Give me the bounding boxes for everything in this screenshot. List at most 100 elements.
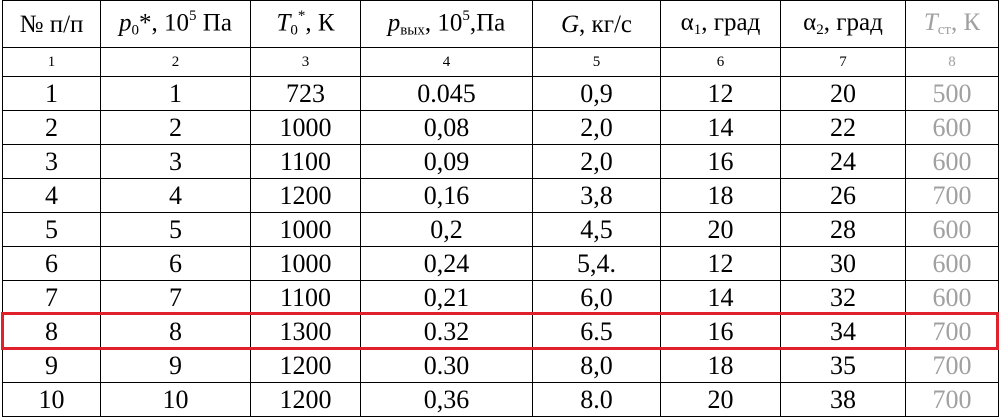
header-text: α — [803, 9, 817, 37]
data-row: 4 4 1200 0,16 3,8 18 26 700 — [2, 178, 999, 213]
header-cell: α2, град — [780, 0, 906, 48]
cell: 1 — [2, 76, 101, 111]
cell: 4,5 — [532, 212, 661, 247]
cell: 1100 — [250, 144, 361, 179]
cell: 4 — [100, 178, 251, 213]
cell: 6,0 — [532, 280, 661, 315]
header-text: 1 — [693, 21, 702, 38]
cell: 0.045 — [360, 76, 533, 111]
cell: 2,0 — [532, 110, 661, 145]
cell: 1000 — [250, 212, 361, 247]
data-row: 9 9 1200 0.30 8,0 18 35 700 — [2, 348, 999, 383]
cell: 600 — [905, 246, 999, 281]
cell: 3 — [2, 144, 101, 179]
cell: 8.0 — [532, 382, 661, 417]
cell: 35 — [780, 348, 906, 383]
header-text: * — [297, 8, 306, 25]
cell: 14 — [660, 280, 781, 315]
cell: 6 — [100, 246, 251, 281]
header-text: 0 — [290, 22, 298, 39]
cell: 5 — [532, 47, 661, 77]
cell: 0,2 — [360, 212, 533, 247]
cell: 600 — [905, 280, 999, 315]
header-cell: p0*, 105 Па — [100, 0, 251, 48]
header-text: T — [923, 9, 938, 37]
data-row: 2 2 1000 0,08 2,0 14 22 600 — [2, 110, 999, 145]
cell: 6 — [2, 246, 101, 281]
cell: 7 — [2, 280, 101, 315]
cell: 723 — [250, 76, 361, 111]
cell: 30 — [780, 246, 906, 281]
cell: 0,16 — [360, 178, 533, 213]
cell: 1 — [2, 47, 101, 77]
cell: 14 — [660, 110, 781, 145]
cell: 600 — [905, 110, 999, 145]
cell: 5 — [100, 212, 251, 247]
cell: 18 — [660, 178, 781, 213]
header-text: вых — [400, 22, 425, 39]
cell: 0,08 — [360, 110, 533, 145]
cell: 0,36 — [360, 382, 533, 417]
cell: 700 — [905, 178, 999, 213]
cell: 38 — [780, 382, 906, 417]
cell: 0.32 — [360, 314, 533, 349]
header-cell: № п/п — [2, 0, 101, 48]
header-text: , К — [305, 9, 335, 37]
header-cell: G, кг/с — [532, 0, 661, 48]
header-text: Па — [196, 9, 232, 37]
header-text: , кг/с — [579, 10, 632, 38]
cell: 6 — [660, 47, 781, 77]
cell: 8,0 — [532, 348, 661, 383]
cell: 0,09 — [360, 144, 533, 179]
data-row: 10 10 1200 0,36 8.0 20 38 700 — [2, 382, 999, 417]
header-text: ,Па — [469, 9, 506, 37]
header-text: , град — [701, 9, 761, 37]
cell: 700 — [905, 348, 999, 383]
cell: 600 — [905, 212, 999, 247]
cell: 1200 — [250, 178, 361, 213]
cell: 1200 — [250, 348, 361, 383]
cell: 26 — [780, 178, 906, 213]
header-text: 2 — [816, 21, 824, 38]
cell: 20 — [780, 76, 906, 111]
data-row: 7 7 1100 0,21 6,0 14 32 600 — [2, 280, 999, 315]
cell: 8 — [905, 47, 999, 77]
cell: 0,24 — [360, 246, 533, 281]
data-row: 6 6 1000 0,24 5,4. 12 30 600 — [2, 246, 999, 281]
cell: 8 — [2, 314, 101, 349]
header-text: , град — [823, 9, 883, 37]
cell: 1100 — [250, 280, 361, 315]
cell: 4 — [360, 47, 533, 77]
cell: 8 — [100, 314, 251, 349]
cell: 12 — [660, 76, 781, 111]
cell: 28 — [780, 212, 906, 247]
header-text: № п/п — [19, 10, 84, 38]
header-text: p — [387, 9, 401, 37]
header-text: G — [560, 10, 580, 38]
cell: 16 — [660, 314, 781, 349]
cell: 500 — [905, 76, 999, 111]
cell: 6.5 — [532, 314, 661, 349]
cell: 10 — [2, 382, 101, 417]
cell: 700 — [905, 382, 999, 417]
header-text: T — [276, 9, 291, 37]
cell: 5,4. — [532, 246, 661, 281]
cell: 22 — [780, 110, 906, 145]
cell: 1200 — [250, 382, 361, 417]
data-row: 3 3 1100 0,09 2,0 16 24 600 — [2, 144, 999, 179]
data-row: 5 5 1000 0,2 4,5 20 28 600 — [2, 212, 999, 247]
cell: 7 — [780, 47, 906, 77]
header-text: ст — [937, 21, 951, 38]
cell: 7 — [100, 280, 251, 315]
cell: 4 — [2, 178, 101, 213]
header-text: , 10 — [424, 9, 463, 37]
cell: 0,9 — [532, 76, 661, 111]
data-row: 8 8 1300 0.32 6.5 16 34 700 — [2, 314, 999, 349]
cell: 700 — [905, 314, 999, 349]
cell: 16 — [660, 144, 781, 179]
cell: 9 — [100, 348, 251, 383]
cell: 3,8 — [532, 178, 661, 213]
header-cell: T0*, К — [250, 0, 361, 48]
cell: 1000 — [250, 246, 361, 281]
